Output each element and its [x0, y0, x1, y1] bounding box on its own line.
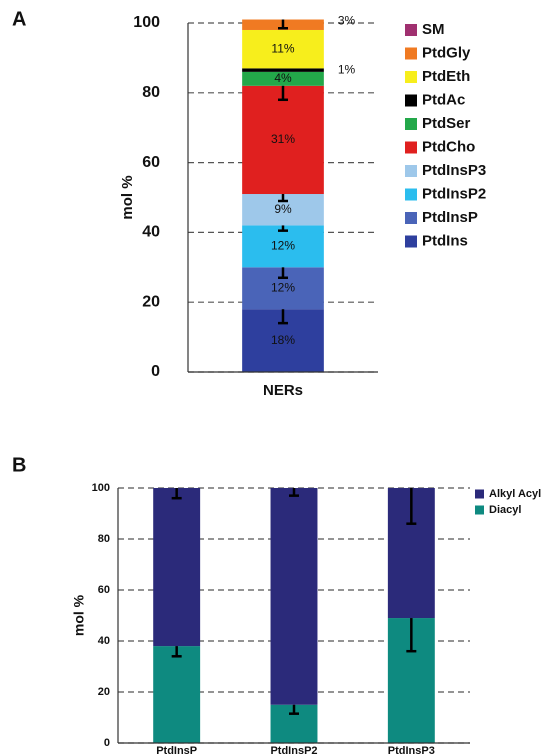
y-tick-label: 40	[142, 224, 160, 241]
y-tick-label: 100	[133, 14, 160, 31]
data-label: 12%	[271, 280, 295, 294]
legend-swatch	[405, 188, 417, 201]
y-tick-label: 60	[142, 154, 160, 171]
legend-label: PtdEth	[422, 68, 470, 85]
legend-label: PtdAc	[422, 91, 465, 108]
legend-swatch	[405, 212, 417, 224]
bar-segment	[242, 68, 324, 72]
y-tick-label: 40	[98, 635, 110, 647]
bar-segment	[153, 646, 201, 743]
x-tick-label: PtdInsP3	[388, 745, 435, 756]
legend-swatch	[405, 141, 417, 154]
bar-segment	[153, 488, 201, 647]
legend-label: PtdSer	[422, 115, 471, 132]
legend-label: PtdInsP	[422, 209, 478, 226]
x-tick-label: PtdInsP	[156, 745, 197, 756]
legend-label: Alkyl Acyl	[489, 488, 541, 500]
legend-swatch	[405, 47, 417, 60]
bar-segment	[270, 488, 318, 705]
data-label: 9%	[274, 202, 292, 216]
legend-label: PtdInsP2	[422, 185, 486, 202]
y-axis-label: mol %	[71, 594, 87, 636]
y-tick-label: 80	[142, 84, 160, 101]
legend-swatch	[475, 505, 484, 515]
legend-swatch	[405, 235, 417, 248]
legend-label: SM	[422, 21, 445, 38]
y-tick-label: 0	[104, 737, 110, 749]
legend-swatch	[475, 489, 484, 499]
x-tick-label: PtdInsP2	[270, 745, 317, 756]
y-tick-label: 20	[98, 686, 110, 698]
y-tick-label: 60	[98, 584, 110, 596]
panel-label: A	[12, 8, 26, 30]
x-tick-label: NERs	[263, 382, 303, 399]
y-tick-label: 100	[92, 482, 110, 494]
legend-swatch	[405, 71, 417, 83]
data-label: 3%	[338, 14, 356, 28]
data-label: 18%	[271, 333, 295, 347]
y-tick-label: 0	[151, 363, 160, 380]
y-axis-label: mol %	[119, 175, 136, 219]
legend-label: PtdInsP3	[422, 162, 486, 179]
data-label: 4%	[274, 71, 292, 85]
data-label: 12%	[271, 239, 295, 253]
legend-label: Diacyl	[489, 504, 521, 516]
bar-segment	[242, 225, 324, 268]
bar-segment	[242, 85, 324, 195]
legend-label: PtdGly	[422, 44, 471, 61]
legend-swatch	[405, 94, 417, 107]
bar-segment	[242, 71, 324, 86]
data-label: 31%	[271, 132, 295, 146]
legend-label: PtdCho	[422, 138, 475, 155]
data-label: 1%	[338, 63, 356, 77]
legend-label: PtdIns	[422, 232, 468, 249]
panel-label: B	[12, 454, 26, 476]
legend-swatch	[405, 24, 417, 36]
legend-swatch	[405, 118, 417, 130]
legend-swatch	[405, 165, 417, 177]
y-tick-label: 80	[98, 533, 110, 545]
bar-segment	[242, 29, 324, 69]
y-tick-label: 20	[142, 293, 160, 310]
data-label: 11%	[271, 41, 294, 55]
